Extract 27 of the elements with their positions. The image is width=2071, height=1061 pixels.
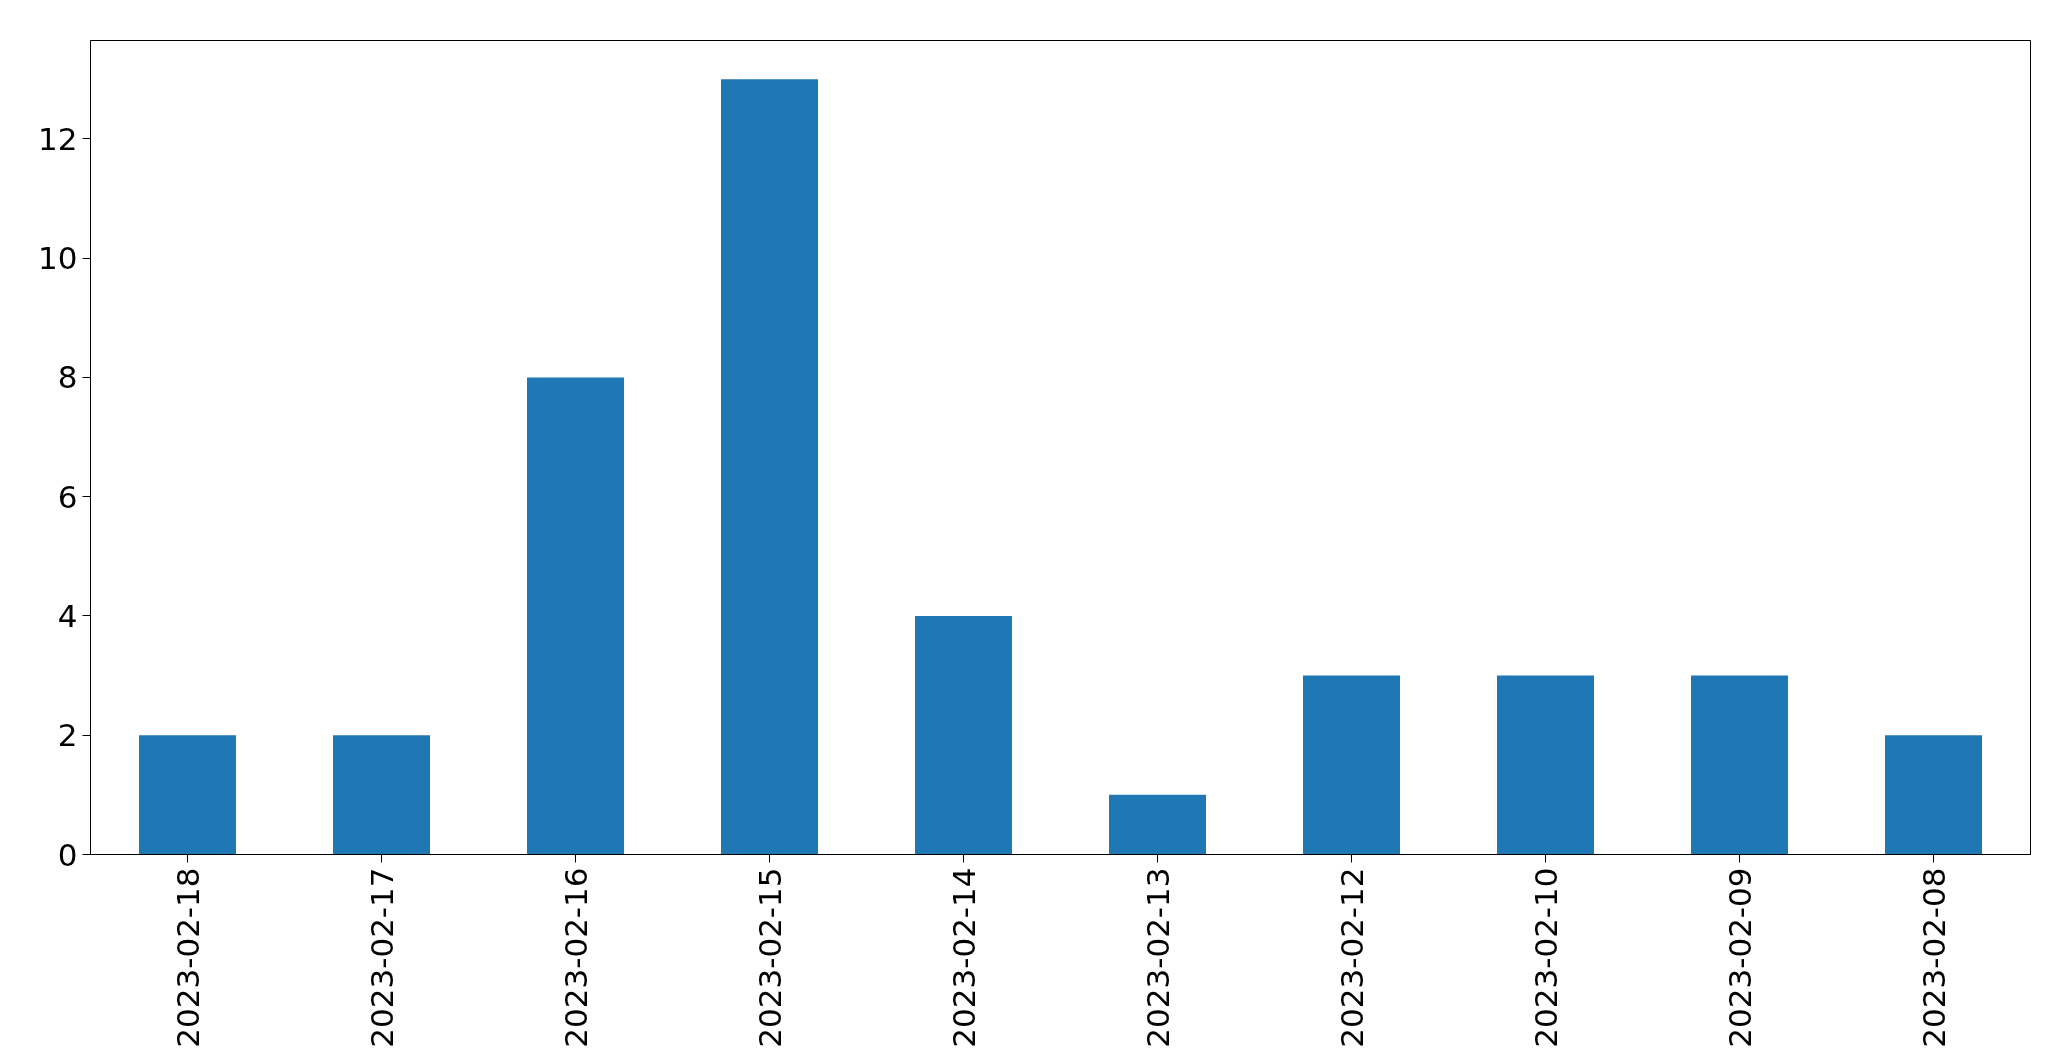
y-tick-label: 4	[57, 597, 78, 634]
x-tick-label: 2023-02-17	[363, 867, 400, 1048]
x-tick-label: 2023-02-18	[169, 867, 206, 1048]
bar	[915, 615, 1012, 855]
x-tick-label: 2023-02-16	[557, 867, 594, 1048]
y-tick-label: 10	[38, 240, 78, 277]
bar	[721, 79, 818, 855]
x-tick-label: 2023-02-10	[1527, 867, 1564, 1048]
x-tick-label: 2023-02-09	[1721, 867, 1758, 1048]
x-tick-label: 2023-02-12	[1333, 867, 1370, 1048]
bar	[527, 377, 624, 855]
bar	[1885, 735, 1982, 855]
bar	[1497, 675, 1594, 855]
y-tick-label: 6	[57, 478, 78, 515]
y-tick-label: 2	[57, 717, 78, 754]
y-tick-label: 0	[57, 836, 78, 873]
x-tick-label: 2023-02-15	[751, 867, 788, 1048]
bar	[139, 735, 236, 855]
y-tick-label: 8	[57, 359, 78, 396]
x-tick-label: 2023-02-14	[945, 867, 982, 1048]
x-tick-label: 2023-02-08	[1915, 867, 1952, 1048]
bar	[1109, 794, 1206, 855]
bar	[1303, 675, 1400, 855]
bar	[1691, 675, 1788, 855]
x-tick-label: 2023-02-13	[1139, 867, 1176, 1048]
bar	[333, 735, 430, 855]
y-tick-label: 12	[38, 120, 78, 157]
